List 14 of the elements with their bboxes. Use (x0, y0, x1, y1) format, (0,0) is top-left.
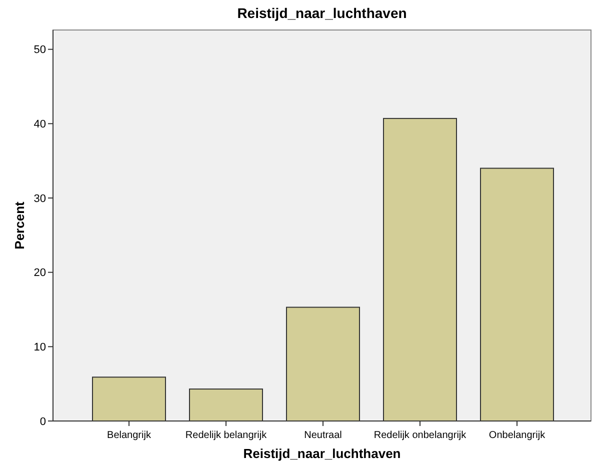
x-tick-label: Redelijk onbelangrijk (374, 430, 468, 441)
y-tick-label: 50 (34, 44, 46, 56)
y-tick-label: 20 (34, 267, 46, 280)
x-tick-label: Belangrijk (107, 430, 152, 441)
y-axis-title: Percent (12, 200, 27, 250)
x-tick-label: Onbelangrijk (488, 430, 546, 441)
y-tick-label: 40 (34, 118, 46, 131)
y-tick-label: 0 (40, 416, 46, 428)
x-tick-label: Neutraal (304, 430, 342, 441)
chart-title: Reistijd_naar_luchthaven (237, 5, 407, 21)
x-tick-label: Redelijk belangrijk (185, 430, 268, 441)
x-axis-title: Reistijd_naar_luchthaven (243, 446, 401, 461)
y-tick-label: 30 (34, 192, 46, 205)
y-tick-label: 10 (34, 342, 46, 354)
